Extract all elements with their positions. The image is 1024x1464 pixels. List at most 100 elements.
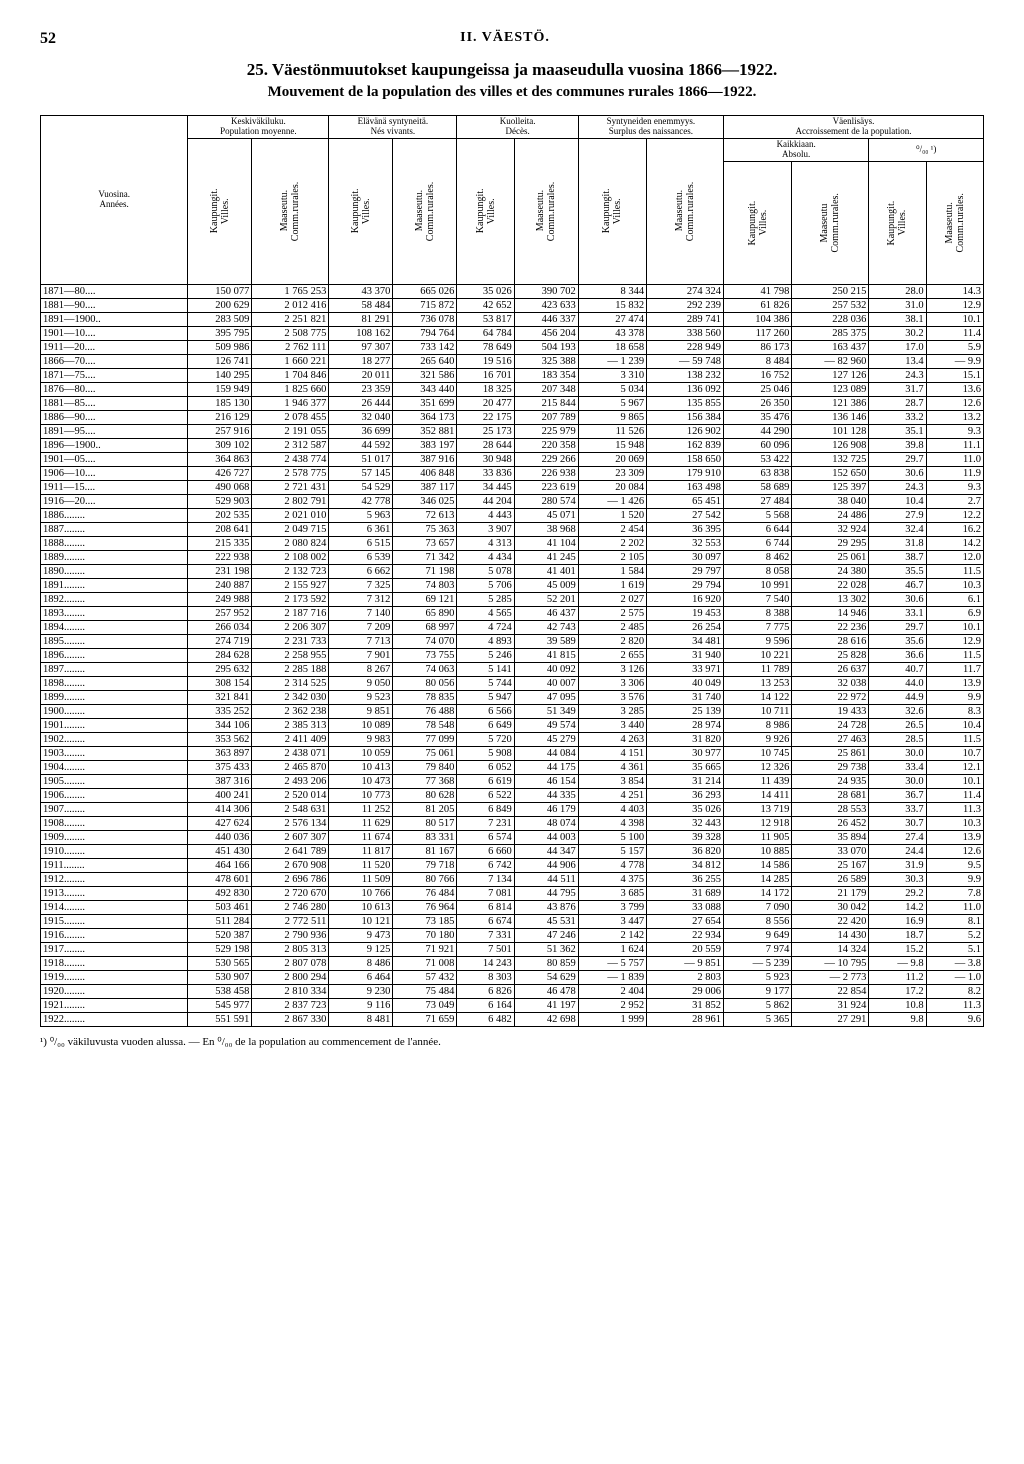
data-cell: 28 681 [792, 788, 869, 802]
data-cell: 43 378 [578, 326, 646, 340]
table-row: 1918........530 5652 807 0788 48671 0081… [41, 956, 984, 970]
data-cell: 69 121 [393, 592, 457, 606]
data-cell: 2 191 055 [252, 424, 329, 438]
data-cell: 11 817 [329, 844, 393, 858]
data-cell: 2 231 733 [252, 634, 329, 648]
data-cell: 71 921 [393, 942, 457, 956]
data-cell: 2 746 280 [252, 900, 329, 914]
data-cell: 27 463 [792, 732, 869, 746]
data-cell: 426 727 [188, 466, 252, 480]
data-cell: 32.6 [869, 704, 926, 718]
data-cell: 185 130 [188, 396, 252, 410]
data-cell: 2 485 [578, 620, 646, 634]
data-cell: 54 529 [329, 480, 393, 494]
data-cell: 2 790 936 [252, 928, 329, 942]
data-cell: 13.9 [926, 676, 983, 690]
data-cell: 32 038 [792, 676, 869, 690]
data-cell: 4 434 [457, 550, 514, 564]
data-cell: 31 852 [647, 998, 724, 1012]
data-cell: 4 724 [457, 620, 514, 634]
data-cell: 81 291 [329, 312, 393, 326]
year-cell: 1893........ [41, 606, 188, 620]
table-row: 1891—95....257 9162 191 05536 699352 881… [41, 424, 984, 438]
data-cell: 364 863 [188, 452, 252, 466]
data-cell: 22 854 [792, 984, 869, 998]
data-cell: 158 650 [647, 452, 724, 466]
data-cell: 75 363 [393, 522, 457, 536]
data-cell: 54 629 [514, 970, 578, 984]
data-cell: 9.8 [869, 1012, 926, 1026]
data-cell: 73 755 [393, 648, 457, 662]
year-cell: 1910........ [41, 844, 188, 858]
data-cell: 125 397 [792, 480, 869, 494]
data-cell: 7 134 [457, 872, 514, 886]
data-cell: 12.2 [926, 508, 983, 522]
data-cell: 6 482 [457, 1012, 514, 1026]
data-cell: 61 826 [724, 298, 792, 312]
data-cell: 3 447 [578, 914, 646, 928]
data-cell: 11.2 [869, 970, 926, 984]
sub-rurales-4: Maaseutu. Comm.rurales. [674, 175, 696, 247]
data-cell: 9.9 [926, 872, 983, 886]
data-cell: 156 384 [647, 410, 724, 424]
table-row: 1916—20....529 9032 802 79142 778346 025… [41, 494, 984, 508]
data-cell: 228 036 [792, 312, 869, 326]
year-cell: 1881—85.... [41, 396, 188, 410]
data-cell: 20 011 [329, 368, 393, 382]
data-cell: 25 173 [457, 424, 514, 438]
data-cell: 9 125 [329, 942, 393, 956]
table-row: 1871—80....150 0771 765 25343 370665 026… [41, 284, 984, 298]
data-cell: 8.2 [926, 984, 983, 998]
data-cell: 9 050 [329, 676, 393, 690]
grp2-fr: Nés vivants. [331, 127, 454, 137]
data-cell: 27.4 [869, 830, 926, 844]
data-cell: 10 766 [329, 886, 393, 900]
data-cell: 11 520 [329, 858, 393, 872]
data-cell: 6 515 [329, 536, 393, 550]
data-cell: 46 478 [514, 984, 578, 998]
table-row: 1892........249 9882 173 5927 31269 1215… [41, 592, 984, 606]
data-cell: 42 743 [514, 620, 578, 634]
data-cell: 309 102 [188, 438, 252, 452]
data-cell: 52 201 [514, 592, 578, 606]
data-cell: 77 099 [393, 732, 457, 746]
data-cell: 40 007 [514, 676, 578, 690]
data-cell: 2 080 824 [252, 536, 329, 550]
data-cell: 27 484 [724, 494, 792, 508]
table-row: 1881—85....185 1301 946 37726 444351 699… [41, 396, 984, 410]
data-cell: 530 565 [188, 956, 252, 970]
year-cell: 1896........ [41, 648, 188, 662]
year-cell: 1915........ [41, 914, 188, 928]
data-cell: 104 386 [724, 312, 792, 326]
data-cell: 2 105 [578, 550, 646, 564]
data-cell: 10.4 [869, 494, 926, 508]
data-cell: 8 267 [329, 662, 393, 676]
data-cell: 17.2 [869, 984, 926, 998]
data-cell: 38 968 [514, 522, 578, 536]
data-cell: 11 674 [329, 830, 393, 844]
data-cell: 1 825 660 [252, 382, 329, 396]
table-row: 1895........274 7192 231 7337 71374 0704… [41, 634, 984, 648]
data-cell: 123 089 [792, 382, 869, 396]
year-cell: 1891—1900.. [41, 312, 188, 326]
table-row: 1905........387 3162 493 20610 47377 368… [41, 774, 984, 788]
data-cell: 5 963 [329, 508, 393, 522]
grp5b: Accroissement de la population. [726, 127, 981, 137]
data-cell: 4 398 [578, 816, 646, 830]
data-cell: 36 395 [647, 522, 724, 536]
data-cell: 427 624 [188, 816, 252, 830]
data-cell: 43 370 [329, 284, 393, 298]
data-cell: 183 354 [514, 368, 578, 382]
data-cell: 2 021 010 [252, 508, 329, 522]
data-cell: 31.7 [869, 382, 926, 396]
data-cell: 14 946 [792, 606, 869, 620]
grp3-fr: Décès. [459, 127, 575, 137]
data-cell: 20 084 [578, 480, 646, 494]
data-cell: 14 430 [792, 928, 869, 942]
data-cell: 249 988 [188, 592, 252, 606]
data-cell: 29.2 [869, 886, 926, 900]
data-cell: 9.3 [926, 480, 983, 494]
data-cell: 5 923 [724, 970, 792, 984]
data-cell: 2 454 [578, 522, 646, 536]
data-cell: 11.0 [926, 900, 983, 914]
